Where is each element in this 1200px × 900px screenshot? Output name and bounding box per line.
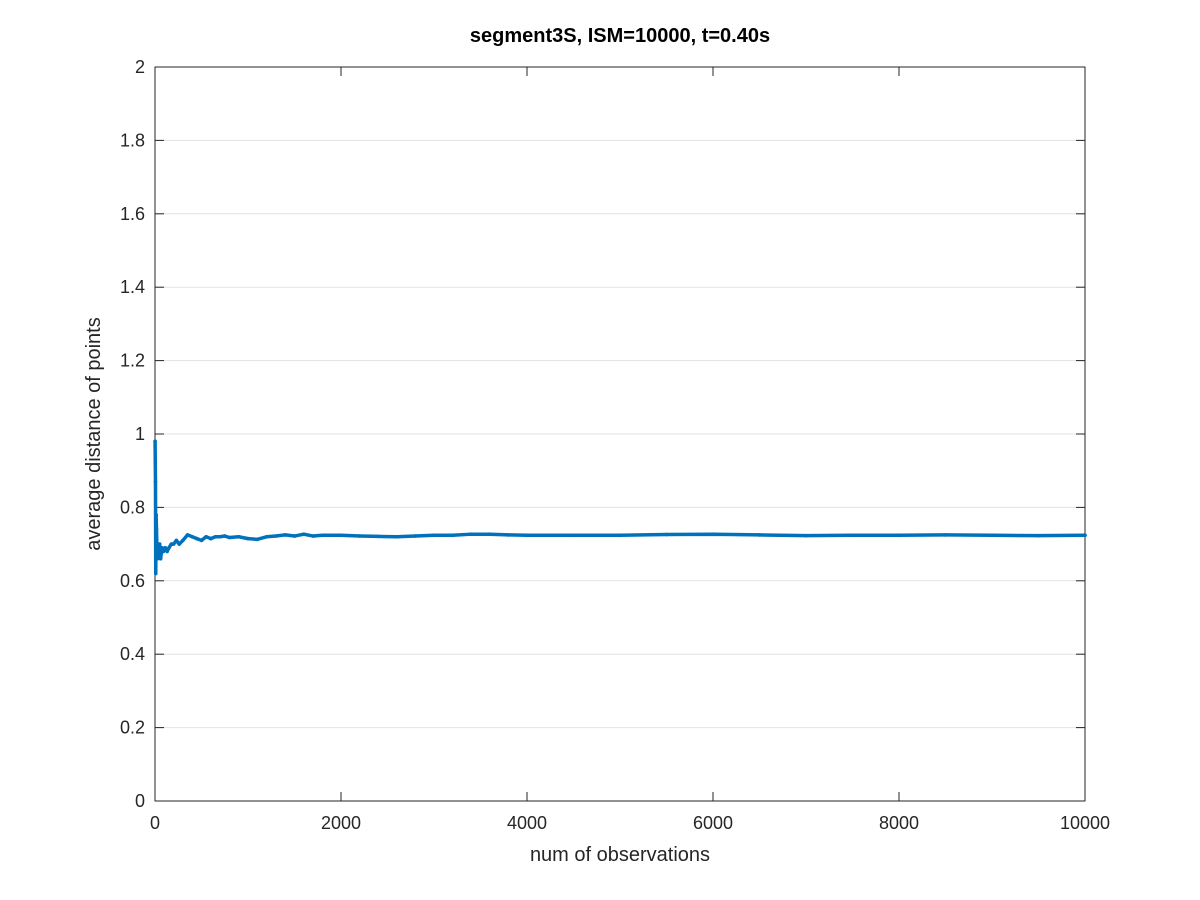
y-tick-label: 1.6 (120, 204, 145, 224)
grid-lines (155, 139, 1085, 729)
y-tick-label: 0.2 (120, 718, 145, 738)
x-tick-label: 8000 (879, 813, 919, 833)
y-tick-label: 1 (135, 424, 145, 444)
y-tick-label: 1.4 (120, 277, 145, 297)
x-tick-label: 10000 (1060, 813, 1110, 833)
x-tick-label: 6000 (693, 813, 733, 833)
y-tick-label: 0 (135, 791, 145, 811)
data-trace (153, 439, 1087, 576)
y-tick-label: 2 (135, 57, 145, 77)
y-tick-label: 1.2 (120, 351, 145, 371)
data-points (153, 439, 1087, 576)
x-tick-label: 4000 (507, 813, 547, 833)
y-tick-label: 0.4 (120, 644, 145, 664)
axis-ticks: 0 0.2 0.4 0.6 0.8 1 1.2 1.4 1.6 1.8 2 0 2000 4000 6000… (120, 57, 1110, 833)
x-tick-label: 2000 (321, 813, 361, 833)
y-tick-label: 0.8 (120, 497, 145, 517)
chart-title: segment3S, ISM=10000, t=0.40s (470, 25, 770, 47)
y-tick-label: 0.6 (120, 571, 145, 591)
x-axis-label: num of observations (530, 844, 710, 866)
x-tick-label: 0 (150, 813, 160, 833)
y-axis-label: average distance of points (83, 317, 105, 551)
y-tick-label: 1.8 (120, 130, 145, 150)
